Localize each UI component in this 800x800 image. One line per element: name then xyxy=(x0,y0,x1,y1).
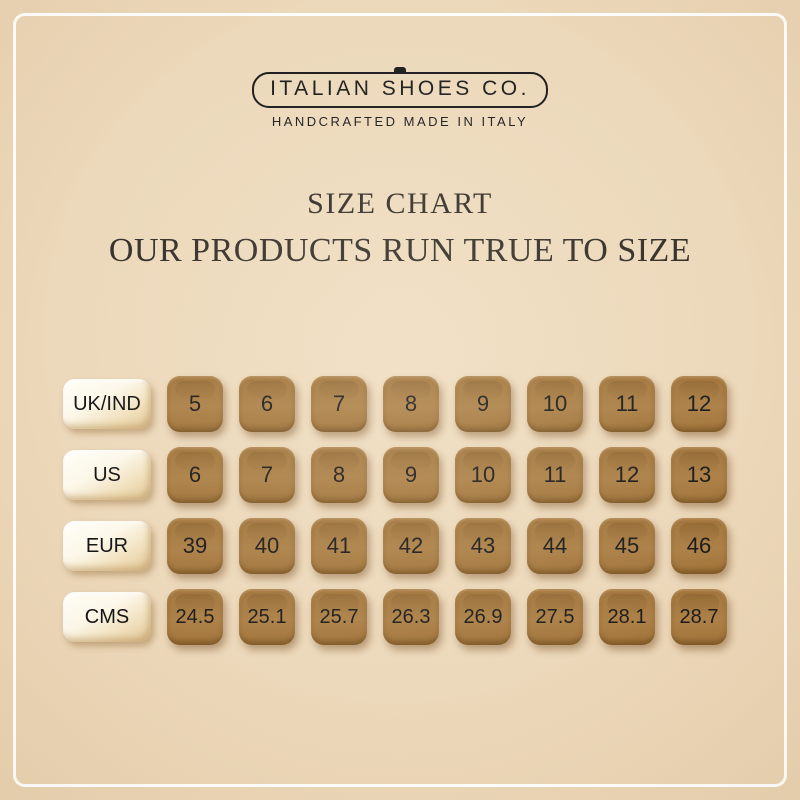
size-tile: 25.1 xyxy=(239,589,295,645)
size-tile: 28.1 xyxy=(599,589,655,645)
size-tile: 7 xyxy=(311,376,367,432)
size-row-cms: CMS 24.5 25.1 25.7 26.3 26.9 27.5 28.1 2… xyxy=(63,589,727,645)
size-tile: 12 xyxy=(599,447,655,503)
brand-tagline: HANDCRAFTED MADE IN ITALY xyxy=(271,114,529,129)
size-tile: 9 xyxy=(383,447,439,503)
size-tile: 6 xyxy=(239,376,295,432)
headings: SIZE CHART OUR PRODUCTS RUN TRUE TO SIZE xyxy=(0,189,800,268)
size-table: UK/IND 5 6 7 8 9 10 11 12 US 6 7 8 9 10 … xyxy=(63,376,727,645)
size-tile: 13 xyxy=(671,447,727,503)
size-tile: 10 xyxy=(455,447,511,503)
logo-top-notch-icon xyxy=(393,67,406,74)
size-row-us: US 6 7 8 9 10 11 12 13 xyxy=(63,447,727,503)
brand-logo-box: ITALIAN SHOES CO. xyxy=(252,67,548,108)
size-tile: 40 xyxy=(239,518,295,574)
size-tile: 28.7 xyxy=(671,589,727,645)
brand-name: ITALIAN SHOES CO. xyxy=(270,77,530,100)
row-label-tile: EUR xyxy=(63,521,151,571)
size-tile: 5 xyxy=(167,376,223,432)
size-tile: 46 xyxy=(671,518,727,574)
size-tile: 41 xyxy=(311,518,367,574)
row-label-tile: US xyxy=(63,450,151,500)
row-label-tile: UK/IND xyxy=(63,379,151,429)
size-tile: 25.7 xyxy=(311,589,367,645)
brand-header: ITALIAN SHOES CO. HANDCRAFTED MADE IN IT… xyxy=(0,67,800,129)
size-chart-title: SIZE CHART xyxy=(307,187,493,220)
size-row-uk-ind: UK/IND 5 6 7 8 9 10 11 12 xyxy=(63,376,727,432)
size-tile: 39 xyxy=(167,518,223,574)
size-tile: 11 xyxy=(599,376,655,432)
size-tile: 27.5 xyxy=(527,589,583,645)
size-tile: 8 xyxy=(311,447,367,503)
size-tile: 24.5 xyxy=(167,589,223,645)
size-tile: 10 xyxy=(527,376,583,432)
size-chart-subtitle: OUR PRODUCTS RUN TRUE TO SIZE xyxy=(108,232,692,269)
size-tile: 26.9 xyxy=(455,589,511,645)
row-label-tile: CMS xyxy=(63,592,151,642)
size-tile: 45 xyxy=(599,518,655,574)
size-tile: 44 xyxy=(527,518,583,574)
size-row-eur: EUR 39 40 41 42 43 44 45 46 xyxy=(63,518,727,574)
size-tile: 26.3 xyxy=(383,589,439,645)
size-tile: 43 xyxy=(455,518,511,574)
size-tile: 8 xyxy=(383,376,439,432)
size-tile: 9 xyxy=(455,376,511,432)
size-tile: 7 xyxy=(239,447,295,503)
size-tile: 12 xyxy=(671,376,727,432)
size-tile: 42 xyxy=(383,518,439,574)
size-tile: 6 xyxy=(167,447,223,503)
size-tile: 11 xyxy=(527,447,583,503)
